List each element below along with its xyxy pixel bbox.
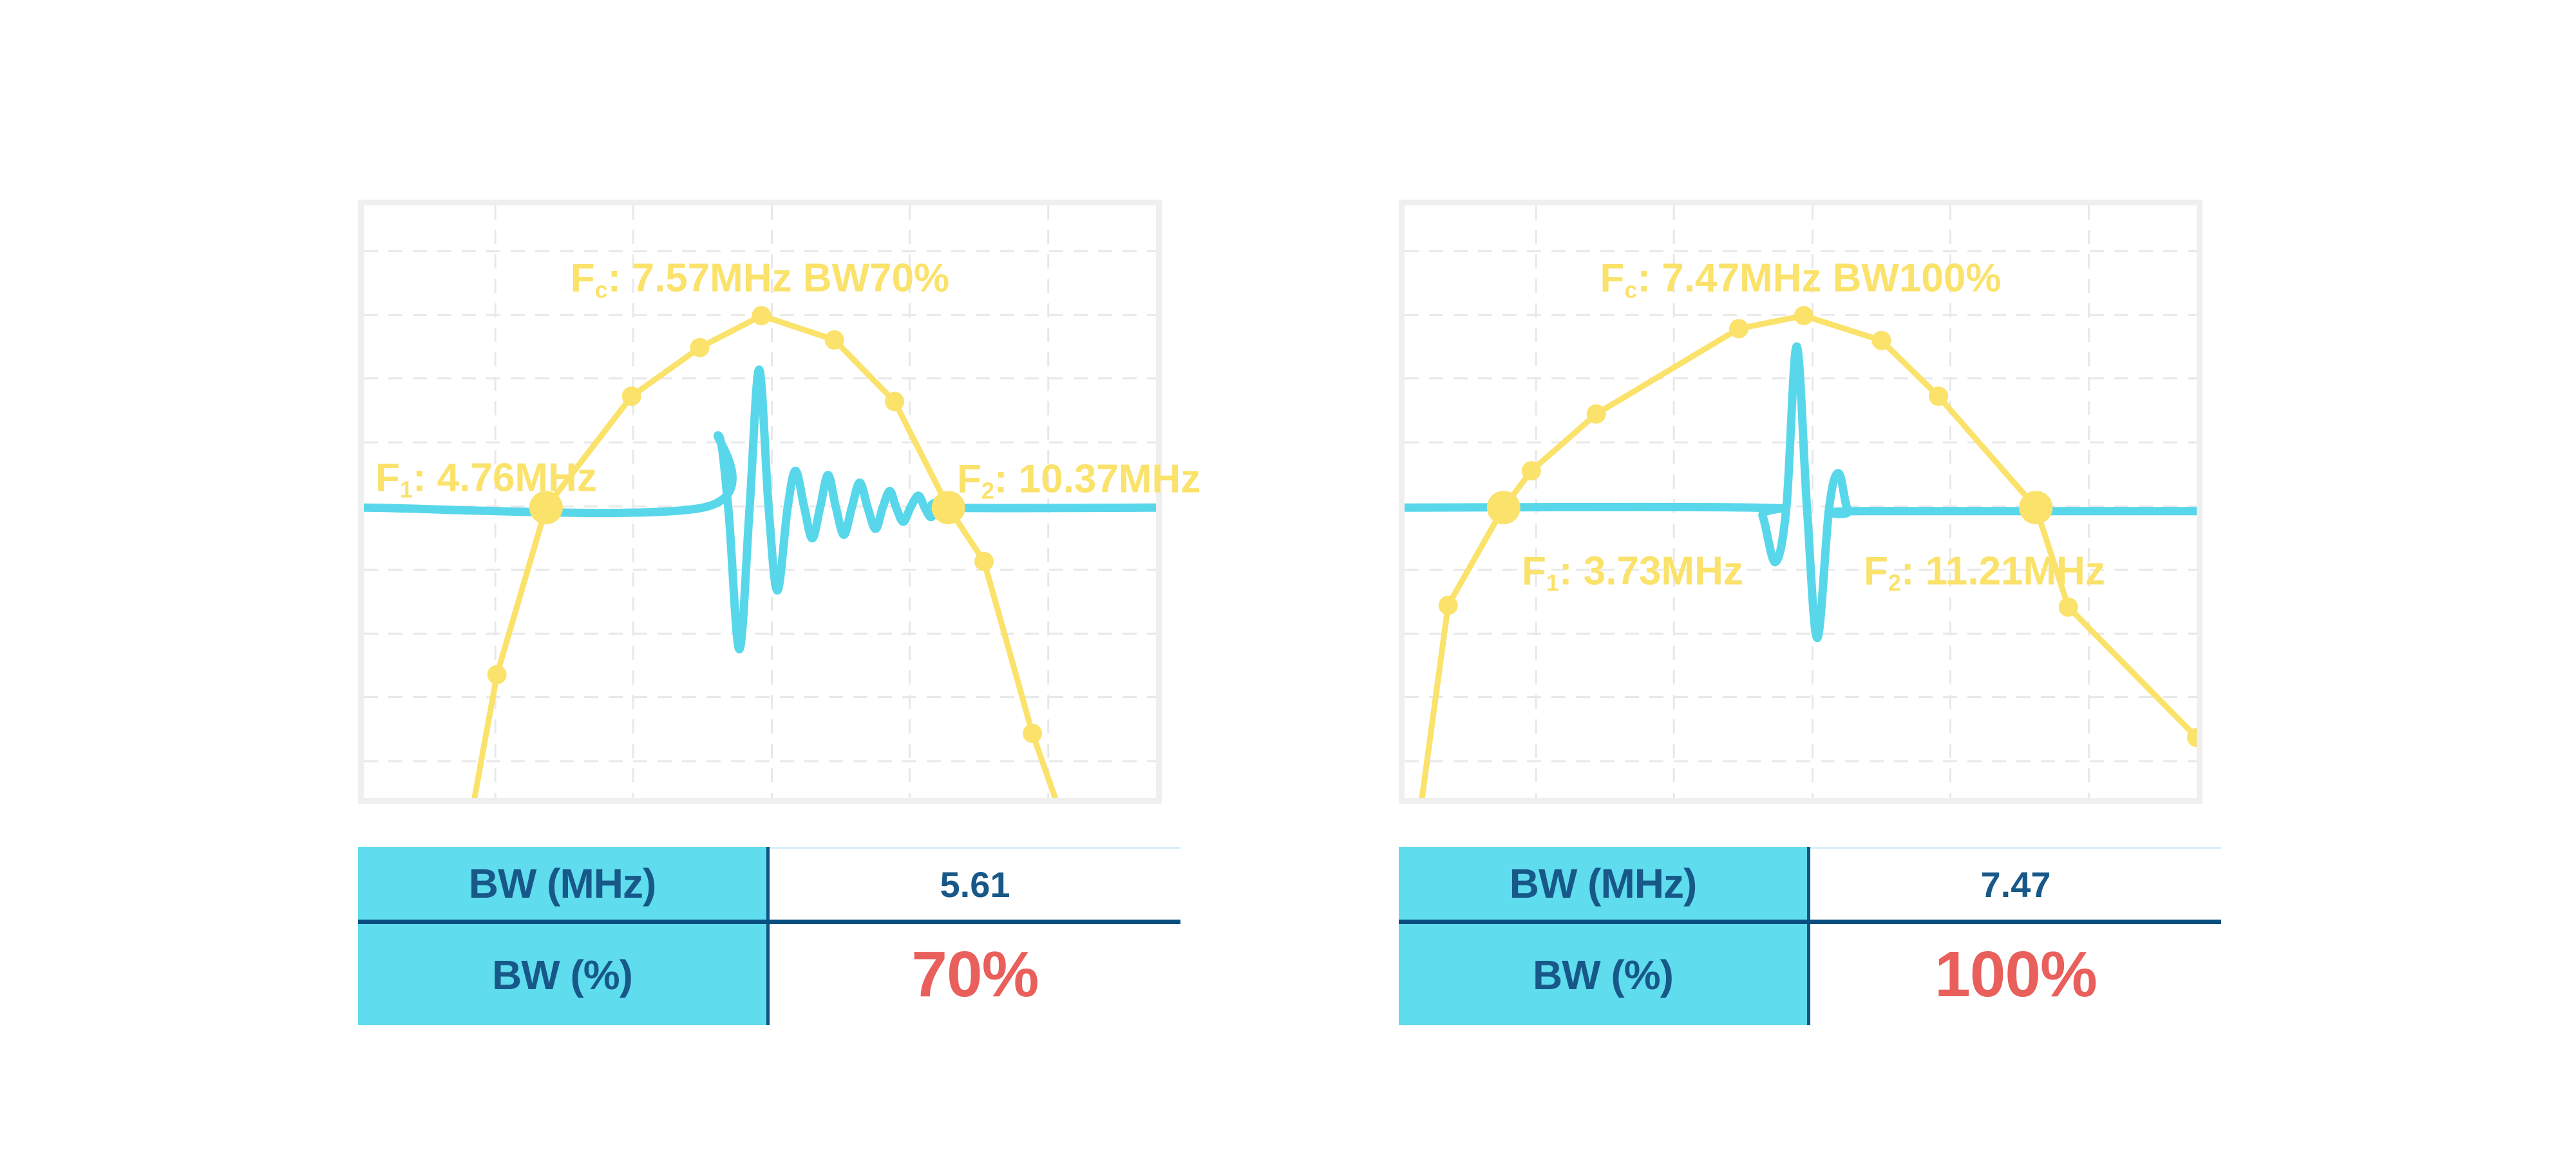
- f2-annotation-value: : 10.37MHz: [994, 457, 1201, 502]
- bw-pct-label: BW (%): [1533, 951, 1674, 998]
- bw-summary-table: BW (MHz) 7.47 BW (%) 100%: [1399, 847, 2221, 1025]
- f2-annotation-sub: 2: [981, 477, 994, 504]
- bw-mhz-value-cell: 5.61: [770, 847, 1180, 920]
- f2-annotation-f: F: [957, 457, 981, 502]
- table-row-bw-mhz: BW (MHz) 5.61: [358, 847, 1180, 920]
- f2-annotation-f: F: [1864, 549, 1888, 594]
- fc-annotation-value: : 7.47MHz BW100%: [1637, 256, 2002, 301]
- fc-annotation-sub: c: [594, 276, 608, 303]
- table-row-bw-pct: BW (%) 100%: [1399, 924, 2221, 1025]
- fc-annotation: Fc: 7.57MHz BW70%: [358, 258, 1162, 301]
- f1-annotation: F1: 3.73MHz: [1522, 551, 1743, 594]
- chart-canvas: [1399, 200, 2202, 804]
- f2-annotation-sub: 2: [1888, 569, 1901, 596]
- bw-pct-value-cell: 100%: [1810, 924, 2221, 1025]
- bw-pct-value: 100%: [1935, 938, 2098, 1010]
- pulse-spectrum-chart-100pct: Fc: 7.47MHz BW100% F1: 3.73MHz F2: 11.21…: [1399, 200, 2202, 804]
- table-row-bw-mhz: BW (MHz) 7.47: [1399, 847, 2221, 920]
- fc-annotation-value: : 7.57MHz BW70%: [607, 256, 950, 301]
- bw-pct-label-cell: BW (%): [358, 924, 770, 1025]
- fc-annotation-f: F: [1600, 256, 1625, 301]
- bw-pct-value: 70%: [911, 938, 1039, 1010]
- f2-annotation: F2: 11.21MHz: [1864, 551, 2105, 594]
- bw-mhz-label-cell: BW (MHz): [358, 847, 770, 920]
- bw-pct-value-cell: 70%: [770, 924, 1180, 1025]
- bw-mhz-value-cell: 7.47: [1810, 847, 2221, 920]
- f2-annotation: F2: 10.37MHz: [957, 459, 1200, 502]
- f1-annotation-f: F: [375, 455, 400, 500]
- f1-annotation-sub: 1: [399, 476, 413, 503]
- bw-mhz-label: BW (MHz): [1509, 860, 1698, 907]
- pulse-spectrum-chart-70pct: Fc: 7.57MHz BW70% F1: 4.76MHz F2: 10.37M…: [358, 200, 1200, 804]
- f1-annotation-f: F: [1522, 549, 1546, 594]
- f1-annotation-value: : 4.76MHz: [412, 455, 597, 500]
- bw-mhz-label: BW (MHz): [468, 860, 657, 907]
- fc-annotation-f: F: [570, 256, 595, 301]
- f2-annotation-value: : 11.21MHz: [1900, 549, 2105, 594]
- fc-annotation: Fc: 7.47MHz BW100%: [1399, 258, 2202, 301]
- bw-mhz-value: 5.61: [940, 864, 1010, 905]
- bw-mhz-value: 7.47: [1980, 864, 2051, 905]
- f1-annotation: F1: 4.76MHz: [375, 458, 597, 501]
- table-row-divider: [358, 920, 1180, 924]
- table-row-divider: [1399, 920, 2221, 924]
- chart-canvas: [358, 200, 1162, 804]
- bw-summary-table: BW (MHz) 5.61 BW (%) 70%: [358, 847, 1180, 1025]
- bw-pct-label: BW (%): [492, 951, 633, 998]
- fc-annotation-sub: c: [1624, 276, 1638, 303]
- bw-pct-label-cell: BW (%): [1399, 924, 1810, 1025]
- f1-annotation-value: : 3.73MHz: [1558, 549, 1743, 594]
- f1-annotation-sub: 1: [1546, 569, 1559, 596]
- table-row-bw-pct: BW (%) 70%: [358, 924, 1180, 1025]
- bw-mhz-label-cell: BW (MHz): [1399, 847, 1810, 920]
